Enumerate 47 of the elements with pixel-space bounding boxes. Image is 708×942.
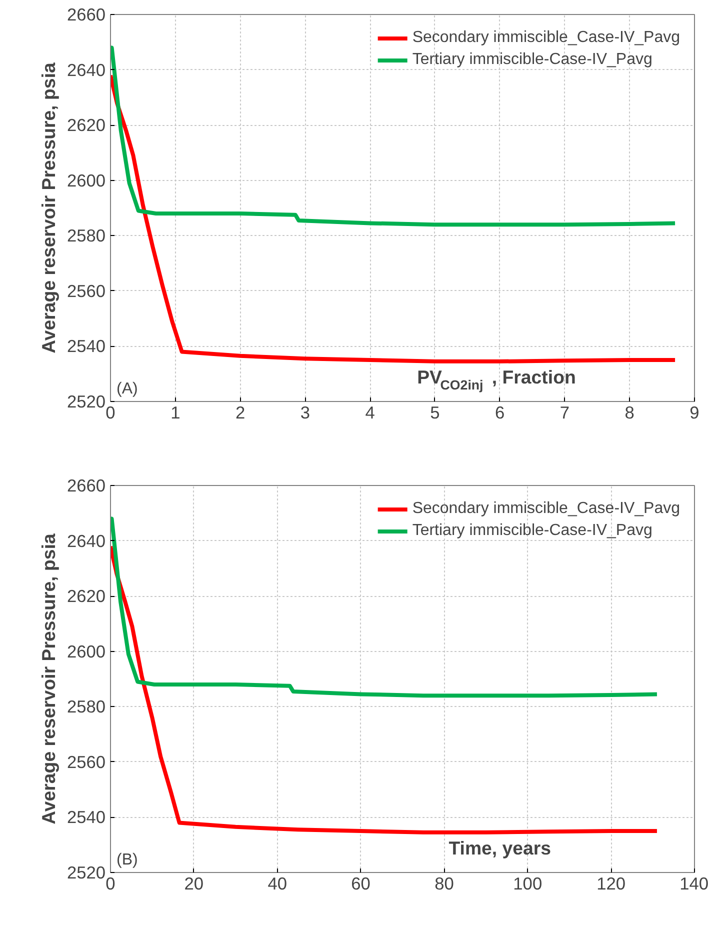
y-tick-label: 2620: [66, 115, 106, 136]
x-tick-label: 4: [365, 402, 376, 422]
y-tick-label: 2540: [66, 807, 106, 828]
legend-label: Secondary immiscible_Case-IV_Pavg: [412, 500, 680, 518]
y-tick-label: 2620: [66, 586, 106, 606]
line-series: [110, 544, 659, 834]
y-tick-label: 2560: [66, 280, 106, 301]
legend-label: Tertiary immiscible-Case-IV_Pavg: [412, 51, 652, 69]
x-tick-label: 8: [624, 402, 634, 422]
x-tick-label: 3: [300, 402, 310, 422]
line-series: [110, 46, 678, 227]
y-tick-label: 2520: [66, 392, 106, 412]
x-tick-label: 40: [268, 874, 287, 894]
y-axis-title: Average reservoir Pressure, psia: [38, 62, 59, 354]
x-tick-label: 20: [184, 874, 204, 894]
y-tick-label: 2540: [66, 336, 106, 356]
x-tick-label: 0: [106, 402, 116, 422]
x-tick-label: 60: [351, 874, 370, 894]
x-tick-label: 1: [170, 402, 180, 422]
y-tick-label: 2600: [66, 170, 106, 190]
y-tick-label: 2580: [66, 696, 106, 717]
x-tick-label: 9: [690, 402, 700, 422]
x-axis-title: Time, years: [448, 838, 552, 858]
annotation: (B): [116, 852, 138, 868]
y-tick-label: 2580: [66, 226, 106, 246]
x-tick-label: 5: [430, 402, 440, 422]
y-tick-label: 2640: [66, 530, 106, 551]
y-tick-label: 2560: [66, 752, 106, 772]
x-tick-label: 2: [235, 402, 246, 422]
annotation: (A): [116, 380, 138, 398]
line-series: [110, 73, 678, 364]
x-tick-label: 0: [106, 874, 116, 894]
y-tick-label: 2640: [66, 60, 106, 80]
y-tick-label: 2660: [66, 476, 106, 496]
x-tick-label: 6: [495, 402, 505, 422]
y-tick-label: 2520: [66, 862, 106, 882]
x-tick-label: 100: [513, 874, 542, 894]
y-tick-label: 2660: [66, 4, 106, 24]
legend-label: Tertiary immiscible-Case-IV_Pavg: [412, 522, 652, 540]
line-series: [110, 516, 659, 698]
legend-label: Secondary immiscible_Case-IV_Pavg: [412, 29, 680, 47]
x-tick-label: 80: [434, 874, 454, 894]
x-tick-label: 140: [680, 874, 708, 894]
y-tick-label: 2600: [66, 641, 106, 662]
x-tick-label: 120: [596, 874, 626, 894]
x-tick-label: 7: [560, 402, 570, 422]
y-axis-title: Average reservoir Pressure, psia: [38, 533, 59, 824]
